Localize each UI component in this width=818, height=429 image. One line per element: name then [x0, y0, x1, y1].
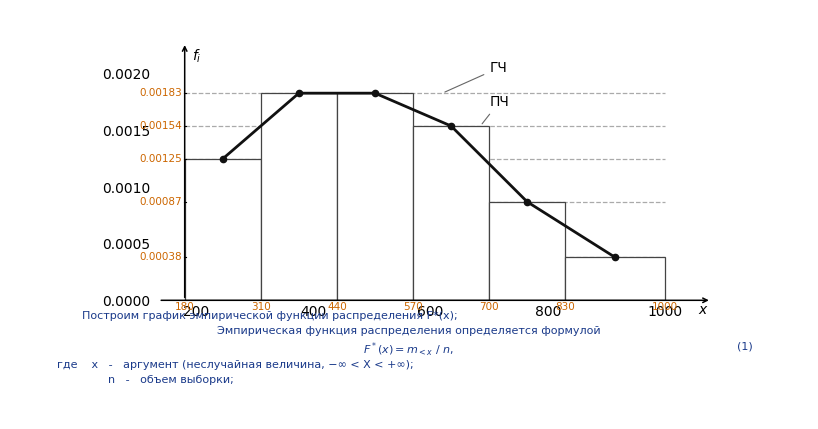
Text: 0.00154: 0.00154 [139, 121, 182, 131]
Text: 0.00125: 0.00125 [139, 154, 182, 164]
Text: 0.00038: 0.00038 [139, 252, 182, 262]
Text: $f_i$: $f_i$ [191, 48, 201, 65]
Bar [489, 202, 565, 300]
Bar [413, 126, 489, 300]
Text: 700: 700 [479, 302, 499, 312]
Text: 570: 570 [403, 302, 423, 312]
Text: ГЧ: ГЧ [445, 61, 507, 92]
Text: n   -   объем выборки;: n - объем выборки; [94, 375, 234, 385]
Text: 1000: 1000 [652, 302, 678, 312]
Text: Эмпирическая функция распределения определяется формулой: Эмпирическая функция распределения опред… [218, 326, 600, 336]
Text: Построим график эмпирической функции распределения F*(x);: Построим график эмпирической функции рас… [82, 311, 457, 321]
Text: где    x   -   аргумент (неслучайная величина, −∞ < X < +∞);: где x - аргумент (неслучайная величина, … [57, 360, 414, 369]
Text: $F^*(x) = m_{<x}\ /\ n,$: $F^*(x) = m_{<x}\ /\ n,$ [363, 341, 455, 359]
Bar [565, 257, 665, 300]
Text: (1): (1) [736, 341, 753, 351]
Text: 830: 830 [555, 302, 575, 312]
Bar [185, 159, 261, 300]
Text: 0.00183: 0.00183 [139, 88, 182, 98]
Text: 440: 440 [327, 302, 347, 312]
Bar [261, 93, 337, 300]
Text: 0.00087: 0.00087 [139, 197, 182, 207]
Text: ПЧ: ПЧ [482, 95, 509, 124]
Text: 180: 180 [175, 302, 195, 312]
Bar [337, 93, 413, 300]
Text: 310: 310 [251, 302, 271, 312]
Text: $\mathit{x}$: $\mathit{x}$ [698, 303, 708, 317]
